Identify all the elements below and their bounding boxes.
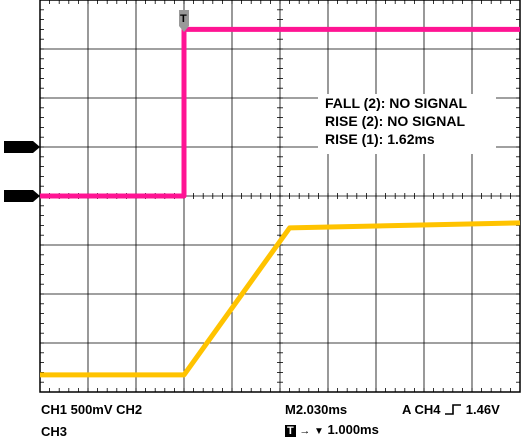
trigger-readout: A CH4 1.46V [402, 402, 500, 417]
ch2-yellow-trace [40, 220, 521, 378]
trigger-marker-label: T [180, 13, 187, 25]
arrow-right-icon: → [299, 425, 311, 437]
trigger-level: 1.46V [465, 402, 500, 417]
delay-value: 1.000ms [327, 422, 379, 437]
waveform-traces [40, 26, 521, 378]
trigger-source: A CH4 [402, 402, 441, 417]
measurement-line: RISE (2): NO SIGNAL [325, 113, 465, 129]
channel-marker-1: 1 [4, 141, 40, 154]
measurement-line: FALL (2): NO SIGNAL [325, 95, 468, 111]
delay-readout: T → ▼ 1.000ms [285, 422, 379, 437]
arrow-down-icon: ▼ [313, 426, 324, 437]
ch3-readout: CH3 [41, 424, 68, 439]
channel-marker-shape [4, 141, 40, 153]
channel-markers: 1 4 T [4, 10, 189, 203]
trigger-delay-icon: T [285, 425, 296, 437]
measurement-line: RISE (1): 1.62ms [325, 131, 435, 147]
rising-edge-icon [445, 404, 462, 415]
trigger-marker: T [179, 10, 189, 32]
ch1-scale-readout: CH1 500mV CH2 [41, 402, 143, 417]
channel-marker-4: 4 [4, 190, 40, 203]
channel-marker-label: 4 [13, 192, 19, 203]
channel-marker-shape [4, 190, 40, 202]
trigger-marker-shape [179, 10, 189, 32]
measurement-readout: FALL (2): NO SIGNAL RISE (2): NO SIGNAL RI… [318, 94, 496, 154]
measurement-box [318, 94, 496, 154]
timebase-readout: M2.030ms [285, 402, 348, 417]
channel-marker-label: 1 [13, 143, 19, 154]
